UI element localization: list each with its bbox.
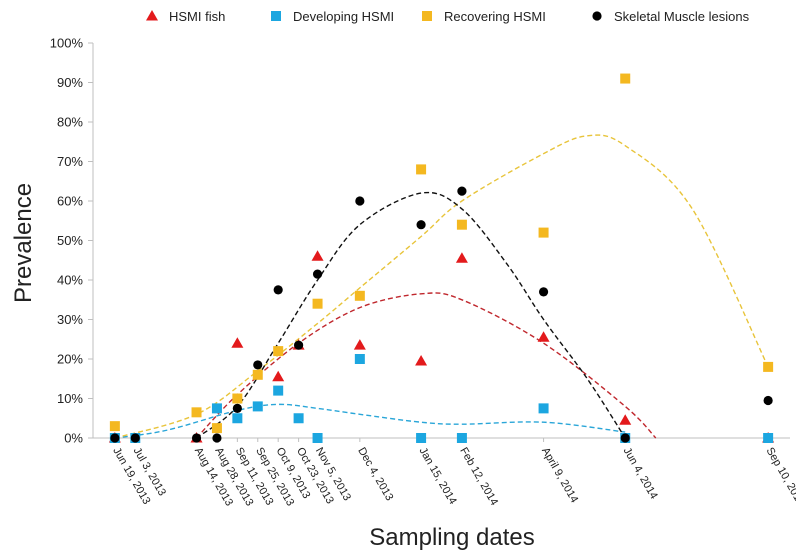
skeletal-muscle-lesions-point bbox=[355, 196, 365, 206]
recovering-hsmi-point bbox=[273, 346, 284, 357]
skeletal-muscle-lesions-point bbox=[416, 220, 426, 230]
recovering-hsmi-point bbox=[620, 73, 631, 84]
y-tick-label: 30% bbox=[57, 312, 83, 327]
y-tick-label: 50% bbox=[57, 233, 83, 248]
hsmi-fish-point bbox=[272, 370, 285, 382]
skeletal-muscle-lesions-point bbox=[273, 285, 283, 295]
skeletal-muscle-lesions-point bbox=[312, 269, 323, 279]
skeletal-muscle-lesions-point bbox=[763, 395, 773, 406]
y-tick-label: 90% bbox=[57, 75, 83, 90]
legend: HSMI fish Developing HSMI Recovering HSMI S… bbox=[146, 9, 750, 24]
hsmi-fish-point bbox=[619, 414, 632, 425]
y-axis-title: Prevalence bbox=[10, 183, 37, 303]
recovering-hsmi-point bbox=[312, 298, 323, 309]
recovering-hsmi-point bbox=[354, 290, 365, 301]
hsmi-fish-legend-marker bbox=[146, 10, 158, 21]
x-axis-title: Sampling dates bbox=[369, 524, 534, 551]
developing-hsmi-legend-marker bbox=[271, 11, 281, 21]
recovering-hsmi-point bbox=[211, 423, 222, 434]
y-tick-label: 20% bbox=[57, 352, 83, 367]
recovering-hsmi-legend-label: Recovering HSMI bbox=[444, 9, 546, 24]
y-tick-label: 80% bbox=[57, 115, 83, 130]
recovering-hsmi-point bbox=[416, 164, 427, 175]
developing-hsmi-point bbox=[312, 433, 323, 443]
recovering-hsmi-point bbox=[456, 219, 467, 230]
developing-hsmi-point bbox=[232, 413, 243, 424]
developing-hsmi-point bbox=[456, 433, 467, 443]
developing-hsmi-legend-label: Developing HSMI bbox=[293, 9, 394, 24]
y-tick-label: 10% bbox=[57, 391, 83, 406]
skeletal-muscle-lesions-point bbox=[212, 433, 222, 443]
recovering-hsmi-point bbox=[252, 369, 263, 380]
hsmi-fish-legend-label: HSMI fish bbox=[169, 9, 225, 24]
developing-hsmi-point bbox=[354, 354, 365, 364]
x-tick-label: Dec 4, 2013 bbox=[355, 446, 395, 503]
skeletal-muscle-lesions-trend-line bbox=[196, 191, 626, 439]
recovering-hsmi-point bbox=[109, 421, 120, 432]
skeletal-muscle-lesions-point bbox=[457, 186, 467, 196]
developing-hsmi-point bbox=[763, 433, 774, 443]
developing-hsmi-point bbox=[293, 413, 304, 424]
recovering-hsmi-point bbox=[538, 227, 549, 238]
skeletal-muscle-lesions-legend-marker bbox=[592, 11, 602, 21]
recovering-hsmi-point bbox=[232, 393, 243, 404]
developing-hsmi-trend-line bbox=[114, 403, 626, 439]
hsmi-fish-point bbox=[311, 250, 324, 261]
skeletal-muscle-lesions-point bbox=[110, 433, 120, 443]
hsmi-fish-point bbox=[231, 337, 244, 348]
hsmi-fish-point bbox=[537, 331, 550, 342]
recovering-hsmi-point bbox=[763, 361, 774, 372]
y-tick-label: 60% bbox=[57, 194, 83, 209]
hsmi-fish-point bbox=[353, 339, 366, 350]
skeletal-muscle-lesions-point bbox=[620, 433, 630, 443]
skeletal-muscle-lesions-point bbox=[253, 360, 263, 370]
x-tick-label: Jan 15, 2014 bbox=[416, 446, 458, 507]
recovering-hsmi-legend-marker bbox=[422, 11, 432, 21]
y-tick-label: 40% bbox=[57, 273, 83, 288]
developing-hsmi-point bbox=[273, 385, 284, 396]
hsmi-fish-point bbox=[455, 252, 468, 263]
x-tick-label: Sep 10, 2014 bbox=[764, 446, 796, 509]
x-tick-label: Feb 12, 2014 bbox=[457, 446, 500, 508]
skeletal-muscle-lesions-point bbox=[294, 340, 304, 350]
recovering-hsmi-point bbox=[191, 407, 202, 418]
skeletal-muscle-lesions-point bbox=[191, 433, 202, 443]
y-tick-label: 0% bbox=[64, 431, 83, 446]
developing-hsmi-point bbox=[416, 433, 427, 443]
hsmi-fish-point bbox=[415, 354, 428, 366]
skeletal-muscle-lesions-point bbox=[538, 287, 549, 297]
skeletal-muscle-lesions-point bbox=[130, 433, 140, 443]
developing-hsmi-point bbox=[538, 403, 549, 414]
developing-hsmi-point bbox=[252, 401, 263, 412]
skeletal-muscle-lesions-legend-label: Skeletal Muscle lesions bbox=[614, 9, 750, 24]
y-tick-label: 70% bbox=[57, 154, 83, 169]
trend-lines bbox=[114, 134, 769, 439]
recovering-hsmi-trend-line bbox=[114, 134, 769, 439]
skeletal-muscle-lesions-point bbox=[232, 403, 242, 413]
y-axis: 0% 10% 20% 30% 40% 50% 60% 70% 80% 90% 100% bbox=[50, 36, 94, 446]
developing-hsmi-point bbox=[211, 403, 222, 414]
x-tick-label: April 9, 2014 bbox=[539, 446, 580, 505]
y-tick-label: 100% bbox=[50, 36, 84, 51]
x-tick-label: Jun 4, 2014 bbox=[621, 446, 660, 502]
data-points bbox=[108, 73, 775, 443]
